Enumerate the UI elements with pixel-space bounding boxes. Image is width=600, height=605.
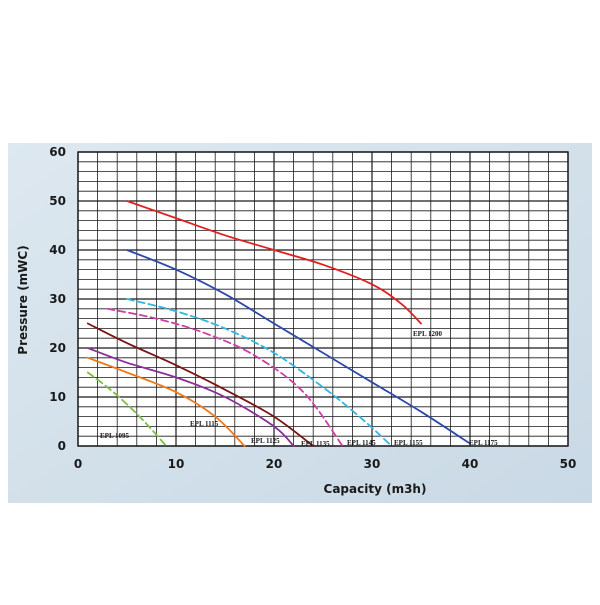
y-tick-label: 50: [49, 194, 66, 208]
y-tick-label: 0: [58, 439, 66, 453]
series-label-epl-1125: EPL 1125: [251, 437, 280, 445]
series-line-epl-1115: [86, 356, 246, 447]
series-label-epl-1145: EPL 1145: [347, 439, 376, 447]
series-label-epl-1175: EPL 1175: [469, 439, 498, 447]
series-label-epl-1200: EPL 1200: [413, 330, 442, 338]
y-axis-label: Pressure (mWC): [16, 245, 30, 354]
x-tick-label: 20: [266, 457, 283, 471]
plot-border: [77, 151, 569, 447]
y-tick-label: 30: [49, 292, 66, 306]
grid-lines: [77, 151, 569, 447]
x-tick-label: 10: [168, 457, 185, 471]
y-tick-label: 10: [49, 390, 66, 404]
series-label-epl-1155: EPL 1155: [394, 439, 423, 447]
x-tick-label: 30: [364, 457, 381, 471]
series-label-epl-1095: EPL 1095: [100, 432, 129, 440]
series-line-epl-1135: [86, 322, 315, 447]
series-label-epl-1135: EPL 1135: [301, 440, 330, 448]
series-line-epl-1155: [126, 298, 393, 447]
series-labels: EPL 1095 EPL 1115 EPL 1125 EPL 1135 EPL 1145…: [100, 330, 498, 448]
x-axis-label: Capacity (m3h): [324, 482, 427, 496]
series-label-epl-1115: EPL 1115: [190, 420, 219, 428]
y-tick-label: 20: [49, 341, 66, 355]
series-line-epl-1200: [126, 200, 422, 325]
series-line-epl-1095: [86, 371, 168, 447]
series-line-epl-1125: [86, 347, 295, 447]
series-layer: [86, 200, 471, 447]
x-tick-label: 50: [560, 457, 577, 471]
series-line-epl-1145: [106, 307, 344, 447]
series-line-epl-1175: [126, 249, 471, 445]
y-tick-label: 40: [49, 243, 66, 257]
tick-labels: 0 10 20 30 40 50 0 10 20 30 40 50 60: [49, 145, 576, 471]
x-tick-label: 40: [462, 457, 479, 471]
x-tick-label: 0: [74, 457, 82, 471]
y-tick-label: 60: [49, 145, 66, 159]
